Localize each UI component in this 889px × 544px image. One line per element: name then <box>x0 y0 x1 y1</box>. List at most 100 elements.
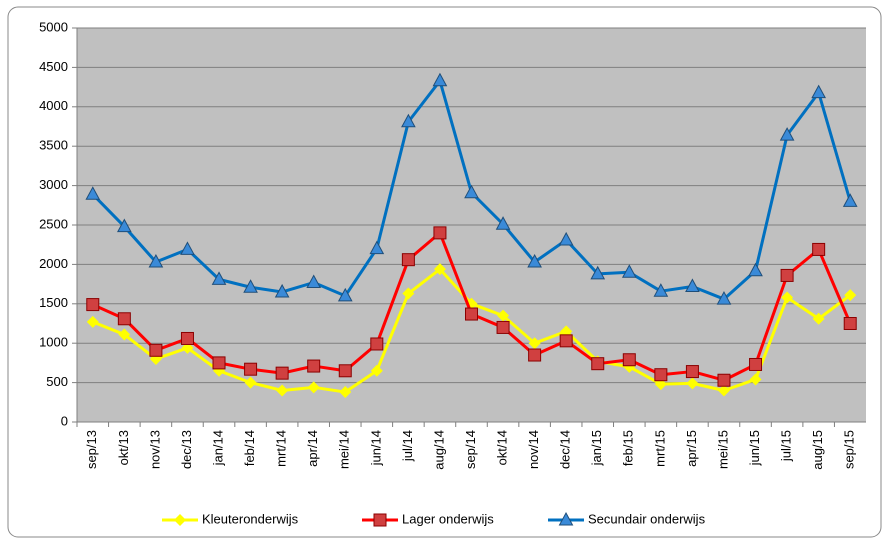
point <box>621 264 637 278</box>
point <box>180 331 194 345</box>
x-tick-label: jan/14 <box>210 430 225 466</box>
x-tick-label: okt/13 <box>116 430 131 465</box>
y-tick-label: 2500 <box>39 216 68 231</box>
point <box>401 113 416 128</box>
point <box>373 513 387 527</box>
point <box>465 307 478 321</box>
point <box>748 262 763 277</box>
point <box>86 315 99 328</box>
y-tick-label: 3500 <box>39 138 68 153</box>
point <box>559 334 573 348</box>
point <box>433 226 447 240</box>
point <box>211 271 227 285</box>
legend-item: Secundair onderwijs <box>548 511 706 526</box>
x-tick-label: nov/13 <box>147 430 162 469</box>
point <box>497 309 510 322</box>
point <box>749 373 762 386</box>
point <box>812 312 825 325</box>
y-tick-label: 1500 <box>39 295 68 310</box>
point <box>212 356 226 370</box>
point <box>464 184 479 199</box>
point <box>370 364 383 377</box>
legend-label: Kleuteronderwijs <box>202 511 299 526</box>
y-tick-label: 4500 <box>39 59 68 74</box>
point <box>244 376 257 389</box>
point <box>842 193 858 207</box>
point <box>85 186 101 200</box>
point <box>622 353 636 367</box>
x-tick-label: sep/14 <box>463 430 478 469</box>
point <box>811 84 826 99</box>
point <box>180 241 195 255</box>
x-tick-label: jul/15 <box>779 430 794 462</box>
point <box>528 348 542 362</box>
point <box>558 231 574 246</box>
point <box>307 381 320 394</box>
x-tick-label: mrt/14 <box>274 430 289 467</box>
point <box>591 357 605 371</box>
x-tick-label: apr/14 <box>305 430 320 467</box>
point <box>337 287 353 302</box>
x-tick-label: aug/14 <box>431 430 446 470</box>
point <box>844 289 857 302</box>
legend-label: Secundair onderwijs <box>588 511 706 526</box>
point <box>843 317 857 330</box>
x-tick-label: apr/15 <box>684 430 699 467</box>
point <box>118 328 131 341</box>
legend-item: Lager onderwijs <box>362 511 494 527</box>
point <box>276 384 289 397</box>
point <box>148 253 164 268</box>
point <box>117 218 132 233</box>
y-tick-label: 2000 <box>39 256 68 271</box>
x-tick-label: jul/14 <box>400 430 415 462</box>
y-tick-label: 4000 <box>39 98 68 113</box>
point <box>243 279 258 293</box>
x-tick-label: aug/15 <box>810 430 825 470</box>
point <box>370 337 384 351</box>
point <box>717 384 730 397</box>
y-tick-label: 1000 <box>39 335 68 350</box>
point <box>496 320 510 334</box>
point <box>339 386 352 399</box>
x-tick-label: dec/13 <box>179 430 194 469</box>
point <box>717 373 731 387</box>
point <box>558 511 574 526</box>
x-tick-label: okt/14 <box>494 430 509 465</box>
point <box>369 240 385 255</box>
x-tick-label: sep/15 <box>842 430 857 469</box>
point <box>86 298 100 312</box>
point <box>685 365 699 379</box>
point <box>685 278 700 292</box>
point <box>812 242 826 256</box>
point <box>401 253 415 267</box>
point <box>528 337 541 350</box>
x-tick-label: jun/14 <box>368 430 383 466</box>
x-tick-label: mrt/15 <box>652 430 667 467</box>
point <box>244 362 258 376</box>
point <box>275 366 289 380</box>
x-tick-label: mei/15 <box>715 430 730 469</box>
point <box>432 72 448 87</box>
x-tick-label: jun/15 <box>747 430 762 466</box>
point <box>338 364 352 378</box>
x-tick-label: mei/14 <box>337 430 352 469</box>
point <box>117 312 131 326</box>
point <box>433 263 446 276</box>
point <box>274 283 290 298</box>
point <box>149 343 163 357</box>
x-tick-label: dec/14 <box>558 430 573 469</box>
y-tick-label: 3000 <box>39 177 68 192</box>
point <box>174 514 186 526</box>
point <box>527 253 542 268</box>
point <box>654 368 668 382</box>
point <box>653 283 669 297</box>
point <box>495 216 511 230</box>
point <box>306 274 322 289</box>
x-tick-label: sep/13 <box>84 430 99 469</box>
y-tick-label: 500 <box>46 374 68 389</box>
point <box>716 291 732 305</box>
legend-item: Kleuteronderwijs <box>162 511 299 526</box>
y-tick-label: 0 <box>61 413 68 428</box>
x-tick-label: nov/14 <box>526 430 541 469</box>
